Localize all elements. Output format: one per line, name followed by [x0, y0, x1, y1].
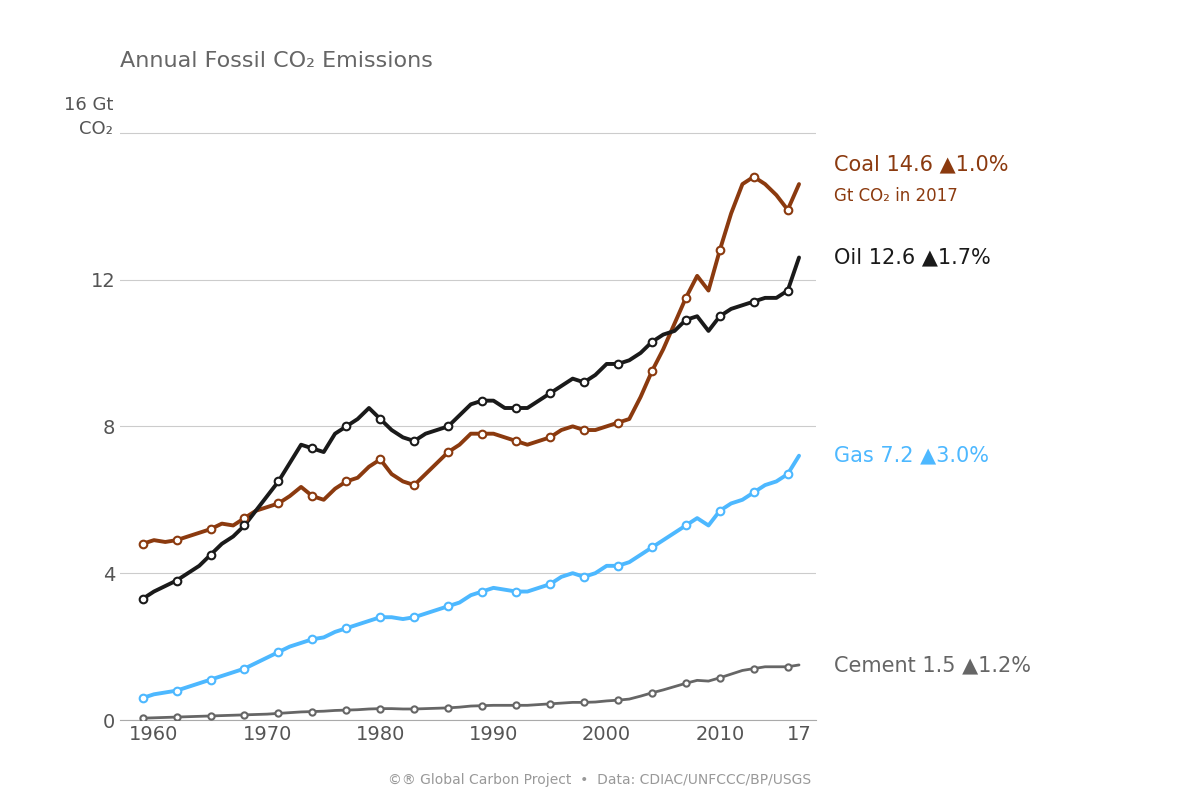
Text: Gt CO₂ in 2017: Gt CO₂ in 2017 [834, 187, 958, 205]
Text: Cement 1.5 ▲1.2%: Cement 1.5 ▲1.2% [834, 655, 1031, 675]
Text: Gas 7.2 ▲3.0%: Gas 7.2 ▲3.0% [834, 446, 989, 466]
Text: Coal 14.6 ▲1.0%: Coal 14.6 ▲1.0% [834, 154, 1008, 174]
Text: 16 Gt
CO₂: 16 Gt CO₂ [64, 96, 113, 138]
Text: ©® Global Carbon Project  •  Data: CDIAC/UNFCCC/BP/USGS: ©® Global Carbon Project • Data: CDIAC/U… [389, 773, 811, 787]
Text: Oil 12.6 ▲1.7%: Oil 12.6 ▲1.7% [834, 247, 991, 267]
Text: Annual Fossil CO₂ Emissions: Annual Fossil CO₂ Emissions [120, 51, 433, 71]
